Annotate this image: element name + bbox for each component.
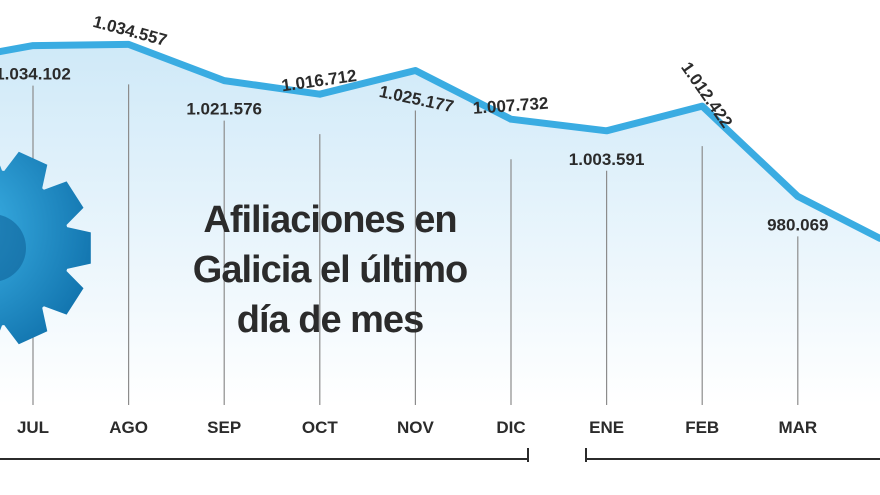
x-tick-label: FEB bbox=[685, 418, 719, 437]
x-tick-label: ENE bbox=[589, 418, 624, 437]
gear-icon bbox=[0, 151, 91, 345]
title-line-2: Galicia el último bbox=[192, 249, 468, 291]
series-line bbox=[0, 40, 880, 242]
series-area bbox=[0, 44, 880, 406]
x-tick-label: MAR bbox=[778, 418, 817, 437]
x-tick-labels: JUL AGO SEP OCT NOV DIC ENE FEB MAR bbox=[17, 418, 817, 437]
value-label: 1.007.732 bbox=[472, 94, 549, 118]
value-label: 1.021.576 bbox=[186, 100, 262, 119]
value-label: 980.069 bbox=[767, 215, 828, 234]
title-line-1: Afiliaciones en bbox=[203, 199, 457, 241]
x-tick-label: JUL bbox=[17, 418, 49, 437]
value-label: 1.034.102 bbox=[0, 65, 71, 84]
x-tick-label: DIC bbox=[496, 418, 525, 437]
value-label: 1.003.591 bbox=[569, 150, 645, 169]
x-tick-label: AGO bbox=[109, 418, 148, 437]
chart-title: Afiliaciones en Galicia el último día de… bbox=[150, 195, 510, 345]
x-tick-label: NOV bbox=[397, 418, 435, 437]
x-tick-label: OCT bbox=[302, 418, 339, 437]
title-line-3: día de mes bbox=[236, 299, 424, 341]
x-tick-label: SEP bbox=[207, 418, 241, 437]
